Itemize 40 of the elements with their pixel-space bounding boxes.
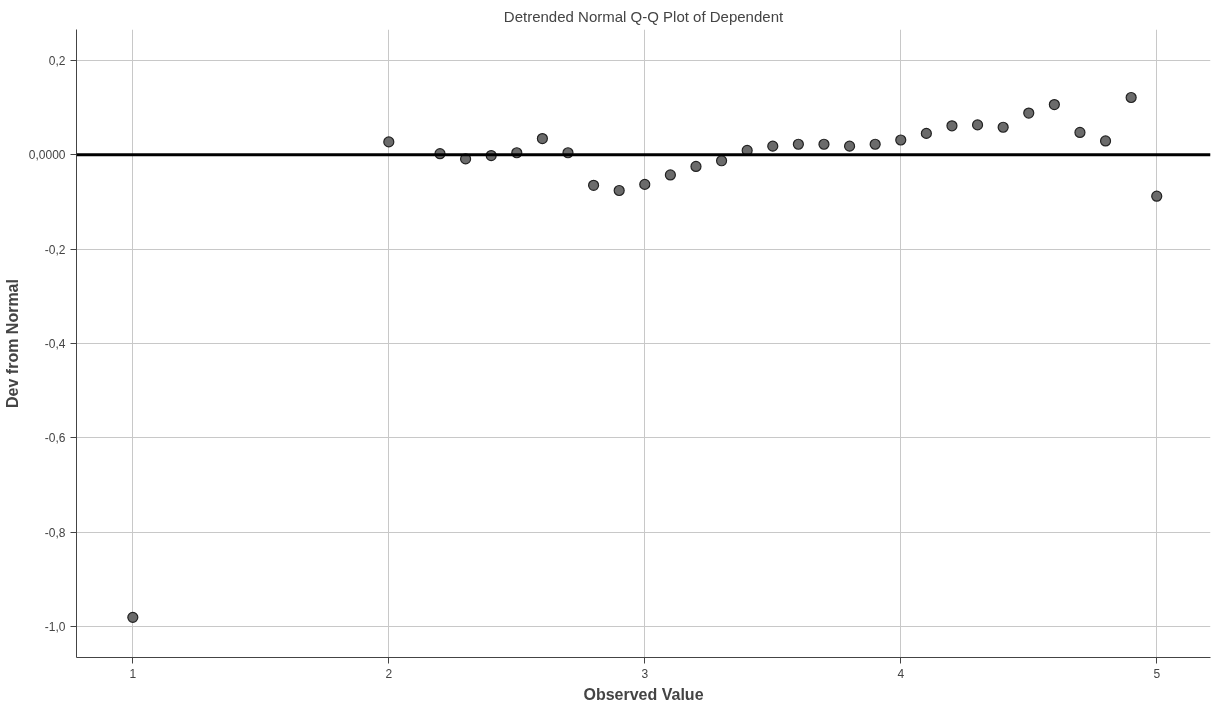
x-tick-label: 1 — [129, 666, 137, 681]
x-axis-title: Observed Value — [583, 685, 704, 703]
point — [613, 184, 625, 197]
point — [869, 138, 881, 150]
point — [127, 611, 139, 623]
point — [1023, 107, 1035, 119]
point — [920, 127, 932, 139]
point — [895, 134, 907, 146]
y-tick-label: -0,2 — [44, 242, 66, 257]
y-tick-label: 0,0000 — [28, 148, 66, 163]
point — [997, 121, 1009, 133]
point — [818, 138, 830, 150]
point — [1074, 126, 1086, 139]
point — [715, 155, 728, 167]
point — [767, 140, 779, 152]
x-tick-label: 3 — [641, 666, 649, 681]
y-tick-label: 0,2 — [48, 53, 66, 68]
point — [843, 140, 856, 152]
point — [383, 136, 395, 148]
y-tick-label: -0,6 — [44, 431, 66, 446]
x-tick-label: 5 — [1153, 666, 1161, 681]
point — [792, 138, 804, 150]
point — [664, 169, 676, 181]
chart-title: Detrended Normal Q-Q Plot of Dependent — [503, 7, 784, 25]
point — [1151, 190, 1163, 202]
point — [1099, 135, 1112, 147]
x-tick-label: 4 — [897, 666, 905, 681]
point — [639, 178, 651, 190]
y-axis-title: Dev from Normal — [3, 279, 21, 408]
x-tick-label: 2 — [385, 666, 393, 681]
y-tick-label: -0,4 — [44, 337, 66, 351]
y-tick-label: -1,0 — [44, 620, 66, 635]
point — [1048, 98, 1060, 111]
y-tick-label: -0,8 — [44, 525, 66, 540]
point — [587, 179, 600, 191]
point — [536, 132, 548, 145]
point — [1125, 91, 1137, 104]
point — [971, 119, 984, 131]
point — [690, 160, 702, 173]
point — [946, 120, 958, 132]
